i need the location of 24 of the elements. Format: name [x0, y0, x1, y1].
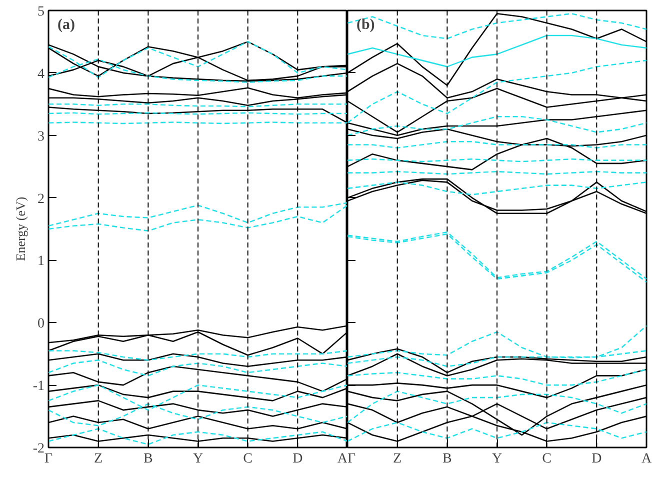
x-tick-label: C	[243, 452, 253, 466]
y-tick-label: 2	[38, 192, 44, 207]
x-tick-label: Z	[393, 452, 402, 466]
x-tick-label: Γ	[348, 452, 356, 466]
x-tick-label: Γ	[44, 452, 53, 466]
y-axis-title: Energy (eV)	[12, 196, 28, 262]
annotation: (b)	[356, 17, 375, 34]
x-tick-label: D	[292, 452, 303, 466]
x-tick-label: D	[592, 452, 602, 466]
annotation: (a)	[57, 17, 75, 34]
x-tick-label: B	[442, 452, 452, 466]
x-tick-label: Y	[192, 452, 204, 466]
y-tick-label: -1	[32, 379, 45, 394]
y-tick-label: -2	[32, 442, 45, 456]
y-tick-label: 4	[38, 66, 44, 82]
y-tick-label: 3	[38, 129, 44, 144]
y-tick-label: 0	[38, 316, 44, 332]
y-tick-label: 1	[38, 254, 44, 270]
x-tick-label: Z	[94, 452, 103, 466]
x-tick-label: B	[144, 452, 153, 466]
x-tick-label: Y	[492, 452, 502, 466]
y-tick-label: 5	[38, 4, 44, 20]
x-tick-label: A	[641, 452, 652, 466]
x-tick-label: C	[542, 452, 552, 466]
